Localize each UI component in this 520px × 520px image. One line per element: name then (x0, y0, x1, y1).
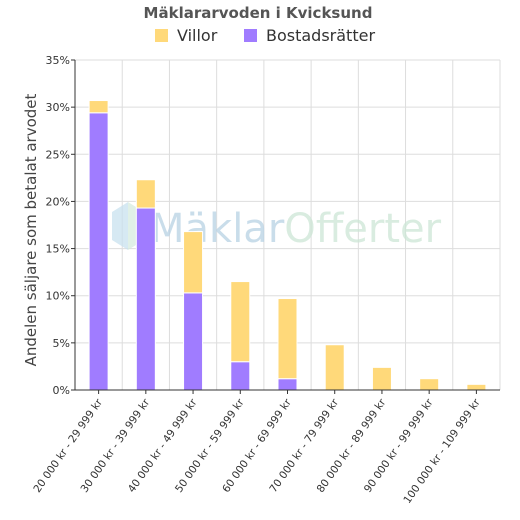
bar-bostadsr-tter-4 (277, 378, 298, 391)
bar-bostadsr-tter-3 (230, 361, 251, 391)
bar-villor-5 (324, 344, 345, 391)
bar-villor-7 (419, 378, 440, 391)
y-tick-label: 0% (53, 384, 70, 397)
y-tick-label: 30% (46, 101, 70, 114)
bar-villor-0 (88, 100, 109, 114)
bar-villor-1 (135, 179, 156, 209)
bars (88, 100, 487, 391)
bar-villor-2 (183, 231, 204, 294)
watermark-text: MäklarOfferter (150, 206, 442, 252)
y-tick-label: 20% (46, 195, 70, 208)
legend-label-villor: Villor (177, 26, 218, 45)
bar-bostadsr-tter-2 (183, 292, 204, 391)
legend-label-bostadsratter: Bostadsrätter (266, 26, 375, 45)
y-tick-label: 10% (46, 290, 70, 303)
bar-villor-6 (371, 366, 392, 391)
watermark-part-2: Offerter (284, 206, 441, 252)
watermark: MäklarOfferter (112, 202, 442, 252)
bar-villor-4 (277, 298, 298, 380)
y-tick-label: 25% (46, 148, 70, 161)
legend-swatch-villor (155, 29, 168, 42)
legend-swatch-bostadsratter (244, 29, 257, 42)
y-axis-label: Andelen säljare som betalat arvodet (22, 93, 40, 366)
bar-villor-8 (466, 383, 487, 391)
y-tick-label: 35% (46, 54, 70, 67)
grid (75, 59, 501, 390)
y-tick-label: 15% (46, 243, 70, 256)
watermark-part-1: Mäklar (150, 206, 285, 252)
y-tick-label: 5% (53, 337, 70, 350)
bar-bostadsr-tter-0 (88, 112, 109, 391)
bar-villor-3 (230, 281, 251, 363)
chart-title: Mäklararvoden i Kvicksund (144, 4, 373, 22)
bar-bostadsr-tter-1 (135, 207, 156, 391)
legend: Villor Bostadsrätter (155, 26, 375, 45)
y-ticks: 0% 5% 10% 15% 20% 25% 30% 35% (46, 54, 75, 397)
